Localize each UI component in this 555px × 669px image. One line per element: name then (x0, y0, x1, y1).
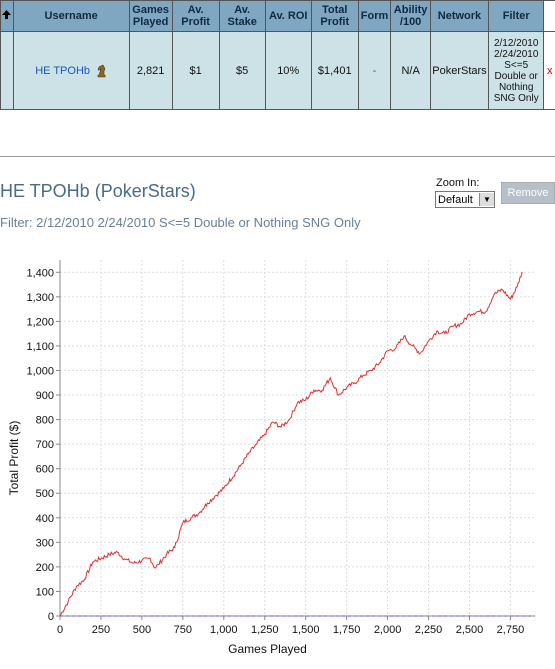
header-form[interactable]: Form (357, 0, 392, 32)
remove-button[interactable]: Remove (501, 182, 555, 204)
header-av-stake[interactable]: Av. Stake (218, 0, 266, 32)
header-av-profit[interactable]: Av. Profit (171, 0, 220, 32)
sort-up-arrow-icon[interactable] (1, 9, 12, 20)
header-av-roi[interactable]: Av. ROI (264, 0, 312, 32)
y-tick-label: 1,100 (26, 341, 54, 353)
y-tick-label: 1,000 (26, 365, 54, 377)
y-tick-label: 100 (36, 586, 54, 598)
x-tick-label: 2,000 (374, 624, 402, 636)
header-network[interactable]: Network (429, 0, 489, 32)
graph-title: HE TPOHb (PokerStars) (0, 181, 196, 201)
header-username[interactable]: Username (12, 0, 130, 32)
header-ability[interactable]: Ability /100 (390, 0, 431, 32)
zoom-label: Zoom In: (436, 177, 480, 189)
header-filter: Filter (487, 0, 545, 32)
table-header-row: Username Games Played Av. Profit Av. Sta… (0, 0, 555, 32)
zoom-select-value: Default (438, 193, 473, 206)
y-tick-label: 400 (36, 513, 54, 525)
y-tick-label: 200 (36, 562, 54, 574)
remove-row-x[interactable]: x (543, 31, 555, 110)
games-played-value: 2,821 (128, 31, 173, 110)
sort-column[interactable] (0, 0, 14, 32)
header-total-profit[interactable]: Total Profit (310, 0, 359, 32)
x-tick-label: 1,000 (210, 624, 238, 636)
y-tick-label: 500 (36, 488, 54, 500)
x-tick-label: 2,250 (415, 624, 443, 636)
y-tick-label: 800 (36, 415, 54, 427)
form-value[interactable]: - (357, 31, 392, 110)
x-tick-label: 2,750 (497, 624, 525, 636)
y-tick-label: 0 (48, 611, 54, 623)
username-cell: HE TPOHb (12, 31, 130, 110)
filter-line: S<=5 (504, 59, 529, 71)
y-tick-label: 300 (36, 537, 54, 549)
y-tick-label: 1,300 (26, 292, 54, 304)
filter-line: Double or (494, 70, 538, 82)
y-tick-label: 1,400 (26, 267, 54, 279)
av-roi-value: 10% (264, 31, 312, 110)
network-value: PokerStars (429, 31, 489, 110)
y-axis-title: Total Profit ($) (7, 421, 21, 496)
total-profit-value: $1,401 (310, 31, 359, 110)
profit-chart: 0 100 200 300 400 500 600 700 800 900 1,000 1,100 1,… (7, 260, 535, 656)
zoom-select[interactable]: Default ▼ (435, 191, 495, 208)
filter-value: 2/12/2010 2/24/2010 S<=5 Double or Nothi… (487, 31, 545, 110)
table-row: HE TPOHb 2,821 $1 $5 10% $1,401 - N/A Po… (0, 31, 555, 110)
av-profit-value: $1 (171, 31, 220, 110)
x-tick-label: 750 (174, 624, 192, 636)
x-tick-label: 1,250 (251, 624, 279, 636)
row-spacer-cell (0, 31, 14, 110)
knight-icon[interactable] (96, 64, 107, 78)
filter-line: Nothing (498, 81, 534, 93)
y-tick-label: 600 (36, 464, 54, 476)
username-link[interactable]: HE TPOHb (35, 64, 91, 77)
filter-line: 2/24/2010 (493, 48, 539, 60)
header-spacer (543, 0, 555, 32)
x-axis-title: Games Played (228, 642, 307, 656)
chevron-down-icon[interactable]: ▼ (479, 193, 494, 206)
filter-line: 2/12/2010 (493, 37, 539, 49)
x-tick-label: 1,500 (292, 624, 320, 636)
y-tick-label: 900 (36, 390, 54, 402)
player-stats-table: Username Games Played Av. Profit Av. Sta… (0, 0, 555, 110)
x-tick-label: 500 (133, 624, 151, 636)
graph-filter-text: Filter: 2/12/2010 2/24/2010 S<=5 Double … (0, 215, 361, 230)
x-tick-label: 2,500 (456, 624, 484, 636)
y-tick-label: 1,200 (26, 316, 54, 328)
ability-value: N/A (390, 31, 431, 110)
x-tick-label: 1,750 (333, 624, 361, 636)
profit-series-line (59, 271, 523, 617)
section-divider (0, 156, 555, 157)
y-tick-label: 700 (36, 439, 54, 451)
av-stake-value: $5 (218, 31, 266, 110)
x-tick-label: 250 (92, 624, 110, 636)
filter-line: SNG Only (493, 92, 539, 104)
x-tick-label: 0 (57, 624, 63, 636)
header-games-played[interactable]: Games Played (128, 0, 173, 32)
